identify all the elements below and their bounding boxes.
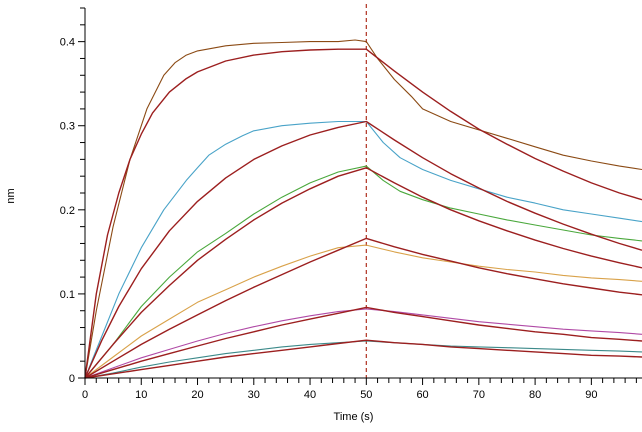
y-tick-label: 0.1: [60, 289, 75, 301]
y-tick-label: 0.4: [60, 37, 75, 49]
y-tick-label: 0.3: [60, 121, 75, 133]
fit-line-7: [84, 237, 642, 379]
axes: [84, 8, 642, 379]
x-tick-label: 10: [135, 389, 147, 401]
fit-line-9: [84, 306, 642, 379]
x-tick-label: 50: [360, 389, 372, 401]
series-layer: [84, 4, 642, 379]
y-tick-label: 0.2: [60, 205, 75, 217]
measured-line-4: [84, 165, 642, 379]
y-tick-label: 0: [69, 373, 75, 385]
measured-line-0: [84, 39, 642, 379]
x-tick-label: 30: [248, 389, 260, 401]
y-axis-title: nm: [5, 188, 17, 203]
x-tick-label: 90: [585, 389, 597, 401]
ticks: 0 10 20 30 40 50 60 70 80 90 0 0.1 0.2 0.3 0.4: [60, 7, 637, 401]
x-tick-label: 40: [304, 389, 316, 401]
x-tick-label: 70: [473, 389, 485, 401]
x-tick-label: 20: [191, 389, 203, 401]
fit-line-11: [84, 339, 642, 379]
x-tick-label: 0: [82, 389, 88, 401]
measured-line-8: [84, 308, 642, 379]
fit-line-1: [84, 48, 642, 379]
x-tick-label: 80: [529, 389, 541, 401]
measured-line-10: [84, 340, 642, 379]
measured-line-6: [84, 244, 642, 379]
x-tick-label: 60: [416, 389, 428, 401]
measured-line-2: [84, 120, 642, 379]
fit-line-3: [84, 120, 642, 379]
x-axis-title: Time (s): [334, 411, 374, 423]
fit-line-5: [84, 167, 642, 379]
